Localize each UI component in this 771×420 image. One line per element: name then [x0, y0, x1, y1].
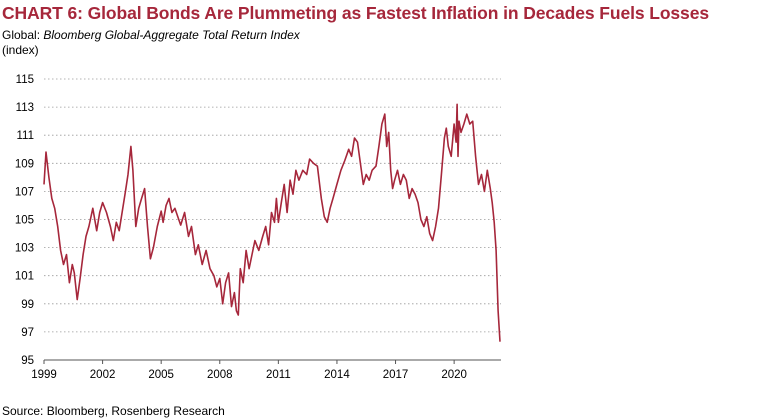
y-tick-label: 109 [15, 158, 34, 170]
subtitle-prefix: Global: [2, 28, 44, 42]
subtitle-series-name: Bloomberg Global-Aggregate Total Return … [43, 28, 300, 42]
x-tick-label: 2020 [441, 369, 467, 381]
x-tick-label: 2002 [90, 369, 116, 381]
x-tick-label: 2017 [383, 369, 409, 381]
x-tick-label: 2005 [148, 369, 174, 381]
x-tick-label: 1999 [31, 369, 57, 381]
chart-title: CHART 6: Global Bonds Are Plummeting as … [2, 3, 709, 23]
x-tick-label: 2011 [266, 369, 291, 381]
series-line-global-aggregate [43, 103, 501, 342]
gridlines [44, 78, 501, 333]
y-tick-label: 105 [15, 215, 34, 227]
y-tick-label: 113 [16, 102, 34, 114]
chart-subtitle: Global: Bloomberg Global-Aggregate Total… [2, 28, 300, 42]
source-note: Source: Bloomberg, Rosenberg Research [2, 404, 225, 418]
y-tick-label: 97 [21, 327, 34, 339]
y-axis-unit-label: (index) [2, 43, 39, 57]
x-tick-label: 2014 [324, 369, 350, 381]
y-tick-label: 103 [15, 243, 34, 255]
y-tick-label: 111 [17, 130, 34, 142]
y-tick-label: 115 [16, 74, 34, 86]
y-tick-label: 95 [21, 355, 34, 367]
y-axis-ticks: 95 97 99 101 103 105 107 109 111 113 115 [15, 74, 34, 367]
y-tick-label: 101 [15, 271, 34, 283]
x-tick-label: 2008 [207, 369, 233, 381]
x-axis-ticks: 1999 2002 2005 2008 2011 2014 2017 2020 [31, 360, 467, 381]
y-tick-label: 99 [21, 299, 34, 311]
y-tick-label: 107 [15, 186, 34, 198]
